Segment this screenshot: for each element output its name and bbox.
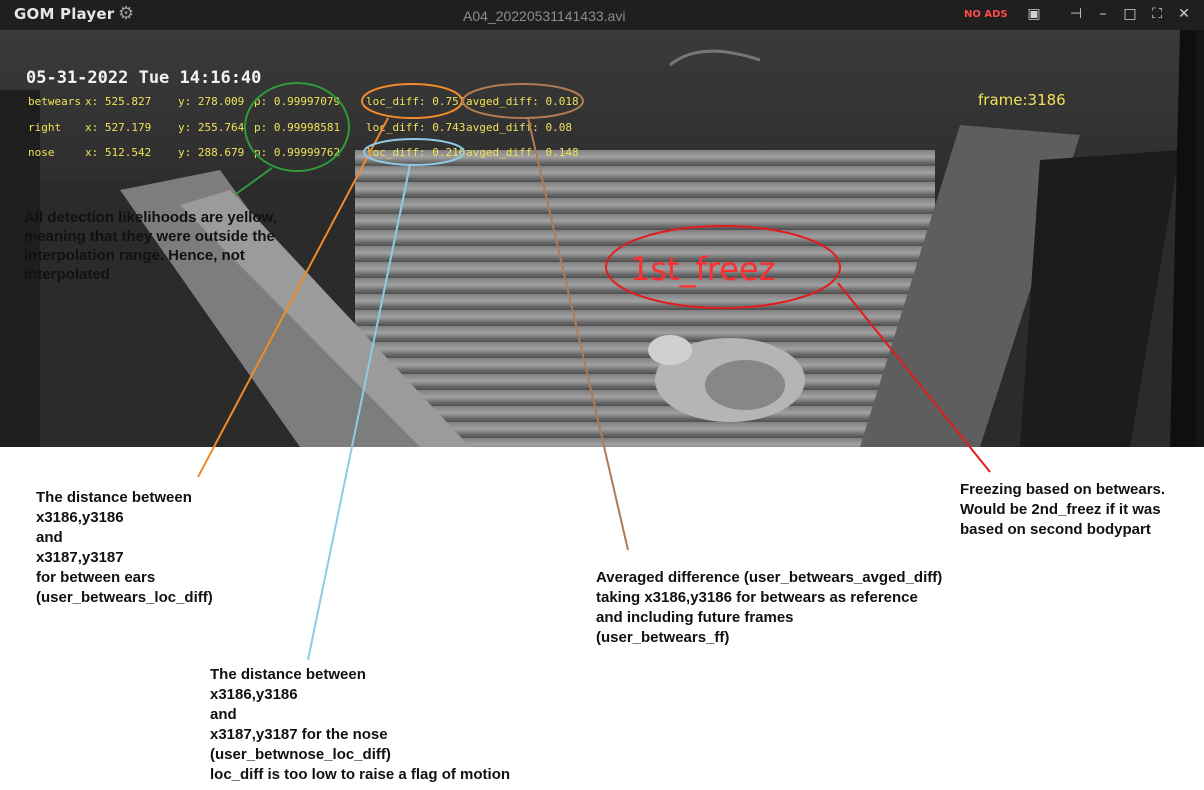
osd-avged-diff: avged_diff: 0.148 <box>466 146 579 159</box>
osd-p-value: p: 0.99997079 <box>254 95 341 108</box>
app-name: GOM Player <box>14 5 115 23</box>
file-title: A04_20220531141433.avi <box>463 8 626 24</box>
yellow-likelihood-note: All detection likelihoods are yellow, me… <box>24 209 277 283</box>
freeze-label: 1st_freez <box>630 250 776 288</box>
osd-avged-diff: avged_diff: 0.08 <box>466 121 572 134</box>
osd-p-value: p: 0.99999762 <box>254 146 341 159</box>
osd-x-value: x: 525.827 <box>85 95 152 108</box>
osd-avged-diff: avged_diff: 0.018 <box>466 95 579 108</box>
no-ads-button[interactable]: NO ADS <box>964 9 1008 20</box>
pin-icon[interactable]: ⊣ <box>1069 6 1083 22</box>
subtitles-icon[interactable]: ▣ <box>1027 6 1041 22</box>
osd-x-value: x: 512.542 <box>85 146 152 159</box>
settings-gear-icon[interactable]: ⚙ <box>118 3 135 23</box>
maximize-icon[interactable]: □ <box>1123 6 1137 22</box>
osd-frame: frame:3186 <box>978 91 1066 109</box>
osd-y-value: y: 278.009 <box>178 95 245 108</box>
fullscreen-icon[interactable]: ⛶ <box>1152 6 1162 22</box>
minimize-icon[interactable]: – <box>1099 6 1107 22</box>
close-icon[interactable]: ✕ <box>1178 6 1190 22</box>
osd-loc-diff: loc_diff: 0.752 <box>366 95 466 108</box>
annotation-freezing: Freezing based on betwears. Would be 2nd… <box>960 481 1166 538</box>
annotation-nose-loc-diff: The distance between x3186,y3186 and x31… <box>210 666 511 783</box>
osd-row-label: nose <box>28 146 55 159</box>
osd-x-value: x: 527.179 <box>85 121 152 134</box>
osd-row-label: right <box>28 121 62 134</box>
osd-loc-diff: loc_diff: 0.216 <box>366 146 466 159</box>
osd-loc-diff: loc_diff: 0.743 <box>366 121 466 134</box>
osd-y-value: y: 288.679 <box>178 146 245 159</box>
annotation-avged-diff: Averaged difference (user_betwears_avged… <box>596 569 943 646</box>
title-bar: GOM Player ⚙ A04_20220531141433.avi NO A… <box>0 0 1204 30</box>
osd-p-value: p: 0.99998581 <box>254 121 341 134</box>
osd-timestamp: 05-31-2022 Tue 14:16:40 <box>26 68 262 88</box>
osd-y-value: y: 255.764 <box>178 121 245 134</box>
video-edge <box>1196 30 1204 447</box>
osd-row-label: betwears <box>28 95 81 108</box>
video-frame[interactable]: 05-31-2022 Tue 14:16:40 frame:3186 betwe… <box>0 30 1204 447</box>
annotation-betwears-loc-diff: The distance between x3186,y3186 and x31… <box>36 489 213 606</box>
